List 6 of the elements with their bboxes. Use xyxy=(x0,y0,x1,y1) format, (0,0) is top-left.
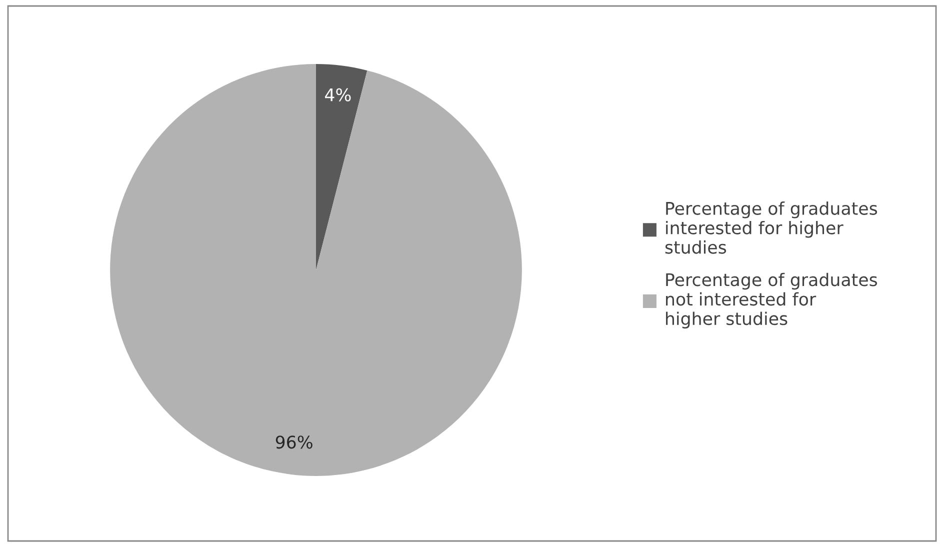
legend-label: Percentage of graduates interested for higher studies xyxy=(665,202,878,254)
legend-label: Percentage of graduates not interested for higher studies xyxy=(666,272,878,328)
data-label: 4% xyxy=(325,88,351,102)
pie-slice xyxy=(110,64,522,476)
pie-slice xyxy=(316,64,368,270)
data-label: 96% xyxy=(276,436,312,449)
